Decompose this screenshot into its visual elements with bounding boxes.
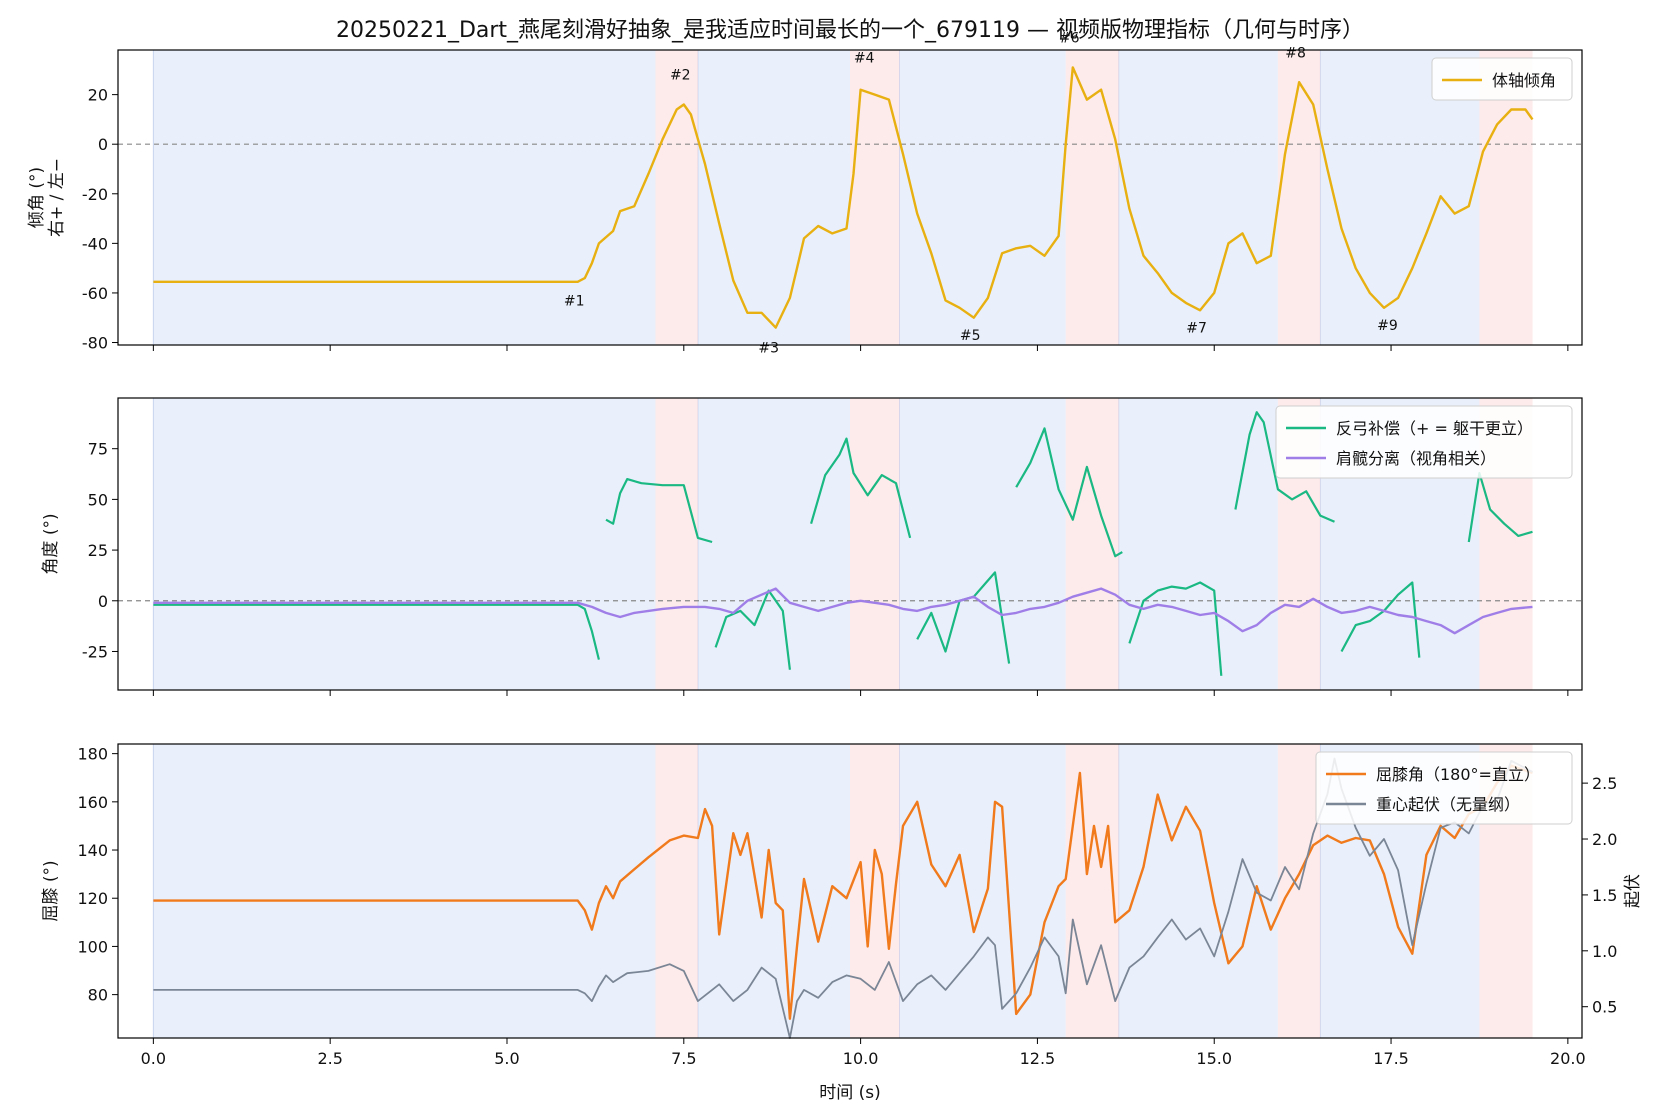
blue-band-0 — [153, 398, 656, 690]
peak-label-5: #5 — [960, 328, 981, 344]
peak-label-1: #1 — [564, 293, 585, 309]
legend-label-1: 肩髋分离（视角相关） — [1336, 449, 1496, 468]
x-tick-label: 0.0 — [141, 1049, 166, 1068]
y-tick-label: 180 — [77, 745, 108, 764]
blue-band-1 — [697, 398, 850, 690]
panel-angles: -25 0 25 50 75 角度 (°) 反弓补偿（+ = 躯干更立） 肩髋分离（视角相… — [41, 397, 1583, 696]
x-tick-label: 7.5 — [671, 1049, 696, 1068]
red-band-0 — [655, 50, 698, 345]
peak-label-3: #3 — [758, 340, 779, 356]
red-band-3 — [1277, 50, 1321, 345]
blue-band-3 — [1118, 398, 1278, 690]
series-反弓补偿-躯干更立--segment-9 — [1467, 471, 1533, 543]
y-tick-label: 20 — [88, 86, 108, 105]
series-反弓补偿-躯干更立--segment-0 — [153, 603, 600, 660]
y-tick-label: -80 — [82, 334, 108, 353]
legend-label-0: 反弓补偿（+ = 躯干更立） — [1336, 419, 1533, 438]
legend-box — [1315, 751, 1573, 825]
x-axis-label: 时间 (s) — [819, 1083, 881, 1103]
y2-tick-label: 1.5 — [1592, 886, 1617, 905]
y-tick-label: 75 — [88, 440, 108, 459]
legend-label-1: 重心起伏（无量纲） — [1376, 795, 1520, 814]
y-tick-label: -25 — [82, 642, 108, 661]
red-band-1 — [850, 50, 900, 345]
x-tick-label: 2.5 — [317, 1049, 342, 1068]
blue-band-3 — [1118, 50, 1278, 345]
y-tick-label: 0 — [98, 135, 108, 154]
blue-band-3 — [1118, 744, 1278, 1038]
y-tick-label: 50 — [88, 490, 108, 509]
plot-frame — [117, 49, 1583, 346]
y2-tick-label: 2.5 — [1592, 774, 1617, 793]
peak-label-2: #2 — [670, 68, 691, 84]
blue-band-0 — [153, 744, 656, 1038]
y2-tick-label: 0.5 — [1592, 998, 1617, 1017]
series-反弓补偿-躯干更立--segment-5 — [1015, 427, 1123, 558]
x-tick-label: 20.0 — [1550, 1049, 1586, 1068]
series-反弓补偿-躯干更立--segment-1 — [605, 478, 713, 544]
y-tick-label: 120 — [77, 889, 108, 908]
y-tick-label: -40 — [82, 234, 108, 253]
series-肩髋分离-视角相关--line — [153, 587, 1533, 635]
blue-band-2 — [899, 398, 1066, 690]
series-反弓补偿-躯干更立--segment-3 — [810, 437, 912, 539]
y-axis-label-knee: 屈膝 (°) — [41, 860, 61, 921]
y-tick-label: 160 — [77, 793, 108, 812]
peak-label-7: #7 — [1186, 321, 1207, 337]
series-反弓补偿-躯干更立--segment-6 — [1128, 581, 1223, 676]
y2-tick-label: 2.0 — [1592, 830, 1617, 849]
y-tick-label: -20 — [82, 185, 108, 204]
blue-band-1 — [697, 50, 850, 345]
legend-label-0: 体轴倾角 — [1492, 71, 1556, 90]
plot-frame — [117, 743, 1583, 1039]
y-axis-label-angle: 角度 (°) — [41, 513, 61, 574]
peak-label-9: #9 — [1377, 318, 1398, 334]
legend-box — [1431, 57, 1573, 101]
series-反弓补偿-躯干更立--segment-2 — [714, 589, 791, 670]
legend-box — [1275, 405, 1573, 479]
red-band-0 — [655, 744, 698, 1038]
x-tick-label: 10.0 — [843, 1049, 879, 1068]
plot-frame — [117, 397, 1583, 691]
red-band-2 — [1065, 50, 1119, 345]
series-反弓补偿-躯干更立--segment-7 — [1234, 411, 1335, 523]
blue-band-0 — [153, 50, 656, 345]
y-axis-label-rise: 起伏 — [1623, 874, 1643, 908]
peak-label-4: #4 — [854, 50, 875, 66]
red-band-0 — [655, 398, 698, 690]
panel-knee: 80 100 120 140 160 180 0.5 1.0 1.5 2.0 2.5 0.0 2.5 5.… — [41, 743, 1643, 1068]
x-tick-label: 5.0 — [494, 1049, 519, 1068]
y-axis-label-tilt: 倾角 (°)右+ / 左− — [27, 158, 67, 237]
red-band-1 — [850, 744, 900, 1038]
series-屈膝角-180-直立--line — [153, 764, 1533, 1020]
panel-tilt: #1 #2 #3 #4 #5 #6 #7 #8 #9 -80 -60 -40 -20 0 20 倾角 (°… — [27, 31, 1583, 356]
x-tick-label: 12.5 — [1020, 1049, 1056, 1068]
x-tick-label: 15.0 — [1196, 1049, 1232, 1068]
peak-label-6: #6 — [1059, 31, 1080, 47]
y-tick-label: 100 — [77, 937, 108, 956]
blue-band-2 — [899, 50, 1066, 345]
series-体轴倾角-line — [153, 66, 1534, 329]
y-tick-label: 25 — [88, 541, 108, 560]
red-band-2 — [1065, 744, 1119, 1038]
y-tick-label: 80 — [88, 986, 108, 1005]
y-axis-label-line-0: 倾角 (°) — [27, 167, 47, 228]
chart-title: 20250221_Dart_燕尾刻滑好抽象_是我适应时间最长的一个_679119… — [336, 18, 1364, 43]
x-tick-label: 17.5 — [1373, 1049, 1409, 1068]
red-band-3 — [1277, 744, 1321, 1038]
peak-label-8: #8 — [1285, 45, 1306, 61]
red-band-1 — [850, 398, 900, 690]
blue-band-2 — [899, 744, 1066, 1038]
y-tick-label: 0 — [98, 592, 108, 611]
y2-tick-label: 1.0 — [1592, 942, 1617, 961]
legend-label-0: 屈膝角（180°=直立） — [1376, 765, 1540, 784]
y-axis-label-line-1: 右+ / 左− — [47, 158, 67, 237]
y-tick-label: -60 — [82, 284, 108, 303]
y-tick-label: 140 — [77, 841, 108, 860]
